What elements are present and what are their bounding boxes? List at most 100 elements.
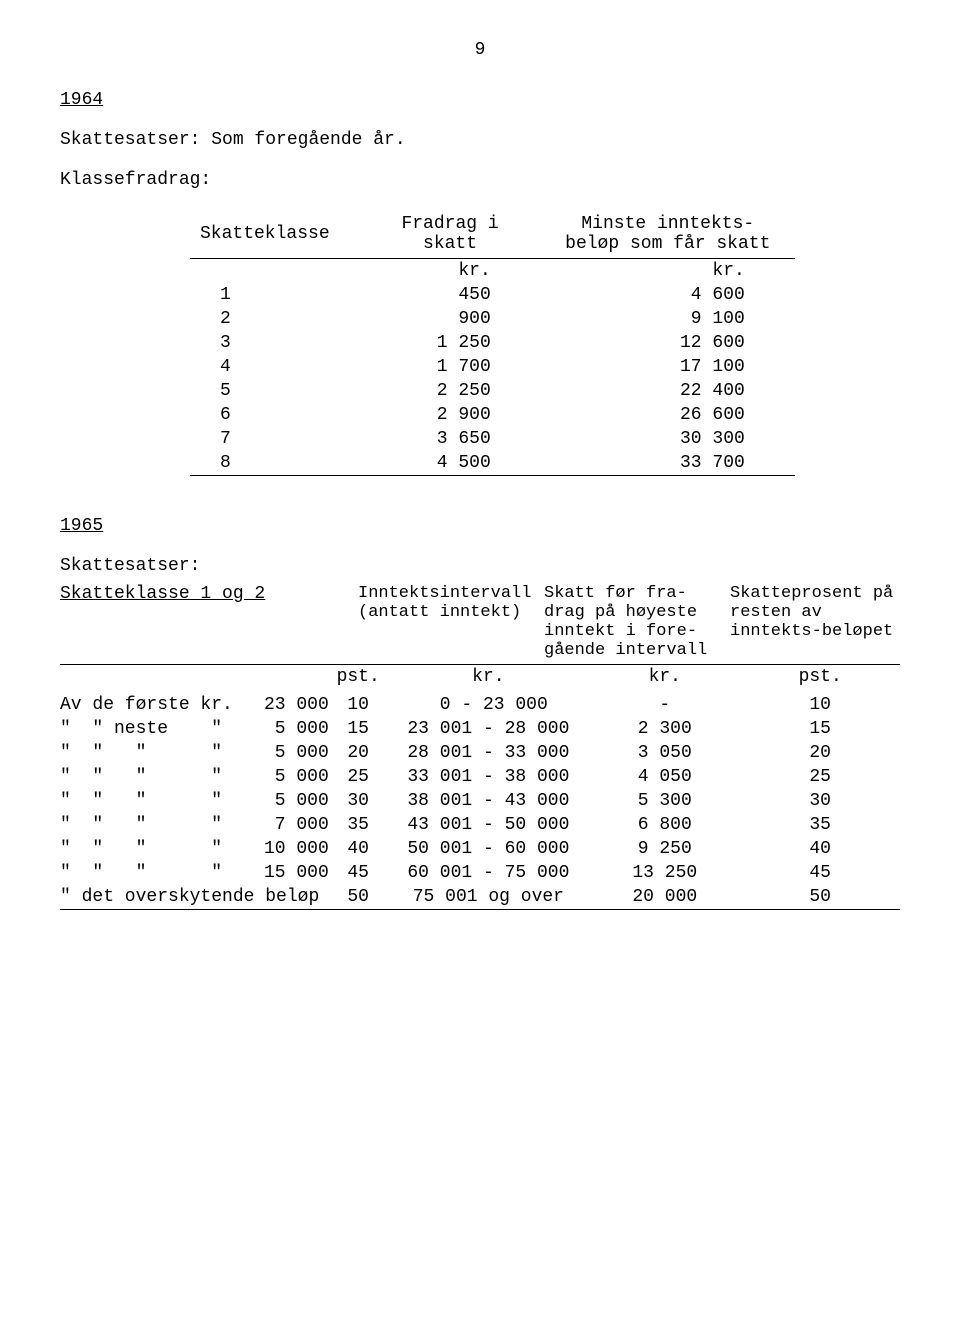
cell: " " " " [60, 813, 253, 837]
cell: 30 300 [541, 427, 795, 451]
cell: 5 000 [253, 741, 329, 765]
cell: 2 250 [359, 379, 540, 403]
cell: 12 600 [541, 331, 795, 355]
cell: 40 [329, 837, 388, 861]
th-minste: Minste inntekts- beløp som får skatt [541, 210, 795, 259]
unit-cell: pst. [740, 665, 900, 694]
cell: " " " " [60, 741, 253, 765]
cell: 30 [329, 789, 388, 813]
year-heading-1964: 1964 [60, 90, 900, 110]
page-number: 9 [60, 40, 900, 60]
unit-cell: kr. [541, 259, 795, 284]
cell: 2 [190, 307, 359, 331]
cell: 4 [190, 355, 359, 379]
cell: 4 600 [541, 283, 795, 307]
cell: 43 001 - 50 000 [388, 813, 590, 837]
cell: Av de første kr. [60, 693, 253, 717]
unit-cell [190, 259, 359, 284]
cell: 15 [329, 717, 388, 741]
cell: 3 650 [359, 427, 540, 451]
cell: 23 001 - 28 000 [388, 717, 590, 741]
cell: 38 001 - 43 000 [388, 789, 590, 813]
cell: 35 [740, 813, 900, 837]
cell: 45 [329, 861, 388, 885]
table-row: " " " " 10 000 40 50 001 - 60 000 9 250 … [60, 837, 900, 861]
cell: 7 [190, 427, 359, 451]
th-skatteklasse: Skatteklasse [190, 210, 359, 259]
table-row: 7 3 650 30 300 [190, 427, 795, 451]
cell: 20 [740, 741, 900, 765]
cell: 28 001 - 33 000 [388, 741, 590, 765]
cell: 25 [740, 765, 900, 789]
cell: 25 [329, 765, 388, 789]
cell: 4 500 [359, 451, 540, 476]
cell: 13 250 [589, 861, 740, 885]
cell: " " " " [60, 837, 253, 861]
unit-cell: kr. [388, 665, 590, 694]
cell: 3 050 [589, 741, 740, 765]
unit-cell [253, 665, 329, 694]
unit-cell [60, 665, 253, 694]
cell: 40 [740, 837, 900, 861]
cell: 75 001 og over [388, 885, 590, 910]
cell: " " neste " [60, 717, 253, 741]
table-klassefradrag: Skatteklasse Fradrag i skatt Minste innt… [190, 210, 795, 476]
cell: 20 000 [589, 885, 740, 910]
cell: 10 [329, 693, 388, 717]
table-row: 5 2 250 22 400 [190, 379, 795, 403]
table-row: 1 450 4 600 [190, 283, 795, 307]
cell: 26 600 [541, 403, 795, 427]
cell: 0 - 23 000 [388, 693, 590, 717]
skattesatser-label: Skattesatser: [60, 556, 900, 576]
cell: 8 [190, 451, 359, 476]
table2-header-skattfor: Skatt før fra-drag på høyeste inntekt i … [544, 584, 714, 660]
cell: 1 700 [359, 355, 540, 379]
cell: 9 100 [541, 307, 795, 331]
cell: - [589, 693, 740, 717]
table-row: " " neste " 5 000 15 23 001 - 28 000 2 3… [60, 717, 900, 741]
cell: 5 000 [253, 789, 329, 813]
cell: 35 [329, 813, 388, 837]
cell: 6 800 [589, 813, 740, 837]
table-row: 4 1 700 17 100 [190, 355, 795, 379]
year-heading-1965: 1965 [60, 516, 900, 536]
cell: 45 [740, 861, 900, 885]
cell: 2 900 [359, 403, 540, 427]
cell: 900 [359, 307, 540, 331]
cell: 6 [190, 403, 359, 427]
cell: 30 [740, 789, 900, 813]
table2-header-prosent: Skatteprosent på resten av inntekts-belø… [730, 584, 900, 660]
cell: " " " " [60, 789, 253, 813]
skattesatser-line: Skattesatser: Som foregående år. [60, 130, 900, 150]
cell: " " " " [60, 861, 253, 885]
table-row: " " " " 15 000 45 60 001 - 75 000 13 250… [60, 861, 900, 885]
table-row: 2 900 9 100 [190, 307, 795, 331]
cell: 33 001 - 38 000 [388, 765, 590, 789]
table-row: " " " " 5 000 25 33 001 - 38 000 4 050 2… [60, 765, 900, 789]
cell: 5 000 [253, 717, 329, 741]
cell: 5 [190, 379, 359, 403]
cell: 60 001 - 75 000 [388, 861, 590, 885]
table-row: 8 4 500 33 700 [190, 451, 795, 476]
cell: 4 050 [589, 765, 740, 789]
cell: 450 [359, 283, 540, 307]
cell: 17 100 [541, 355, 795, 379]
cell: 7 000 [253, 813, 329, 837]
cell: 1 250 [359, 331, 540, 355]
cell: 15 [740, 717, 900, 741]
table-row: " " " " 5 000 30 38 001 - 43 000 5 300 3… [60, 789, 900, 813]
unit-cell: pst. [329, 665, 388, 694]
table-row: Av de første kr. 23 000 10 0 - 23 000 - … [60, 693, 900, 717]
table-row: 3 1 250 12 600 [190, 331, 795, 355]
cell: 50 [329, 885, 388, 910]
cell: 3 [190, 331, 359, 355]
cell: " det overskytende beløp [60, 885, 329, 910]
cell: 50 [740, 885, 900, 910]
cell: 23 000 [253, 693, 329, 717]
cell: 9 250 [589, 837, 740, 861]
cell: 50 001 - 60 000 [388, 837, 590, 861]
cell: 5 300 [589, 789, 740, 813]
unit-cell: kr. [589, 665, 740, 694]
th-fradrag: Fradrag i skatt [359, 210, 540, 259]
cell: " " " " [60, 765, 253, 789]
